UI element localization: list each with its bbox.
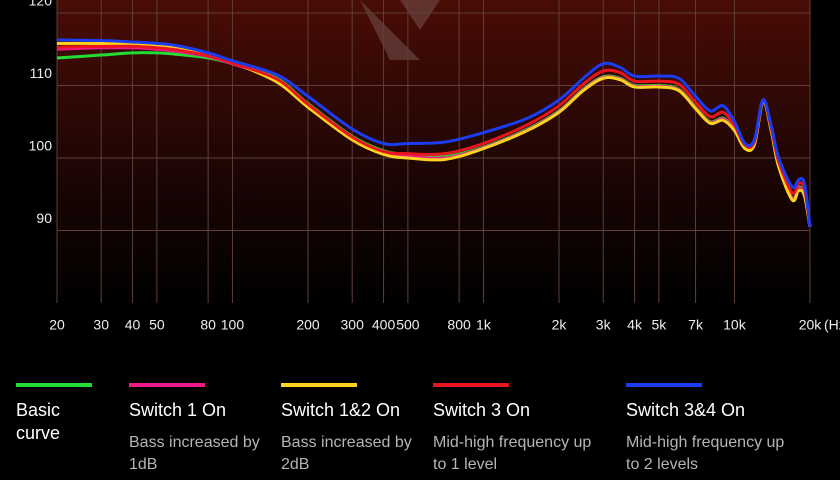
legend-label: Switch 1&2 On: [281, 400, 401, 420]
x-tick-label: 500: [396, 317, 420, 333]
legend-item: Switch 1 On Bass increased by 1dB: [129, 383, 269, 476]
chart: 90 100 110 120 20 30 40 50 80 100 200 300 400 500 800 1…: [29, 0, 840, 333]
legend-swatch: [281, 383, 357, 387]
legend-label: Switch 1 On: [129, 400, 227, 420]
logo-watermark: [360, 0, 440, 60]
x-tick-label: 30: [93, 317, 109, 333]
x-tick-label: 50: [149, 317, 165, 333]
x-tick-label: 20k: [799, 317, 823, 333]
legend-note: Mid-high frequency up to 1 level: [433, 434, 592, 473]
legend-item: Switch 3 On Mid-high frequency up to 1 le…: [433, 383, 608, 476]
legend-label: Basic curve: [16, 400, 61, 443]
x-tick-label: 200: [296, 317, 320, 333]
legend-item: Basic curve: [16, 383, 106, 445]
legend-note: Bass increased by 2dB: [281, 434, 412, 473]
legend-label: Switch 3 On: [433, 400, 531, 420]
x-axis-label: (Hz): [824, 317, 840, 333]
y-tick-label: 100: [29, 138, 53, 154]
x-tick-label: 400: [372, 317, 396, 333]
y-tick-label: 90: [36, 210, 52, 226]
response-curve: [56, 38, 812, 228]
x-tick-label: 2k: [552, 317, 568, 333]
y-tick-label: 110: [30, 65, 53, 81]
y-tick-label: 120: [29, 0, 53, 9]
x-tick-label: 40: [125, 317, 141, 333]
x-tick-label: 5k: [651, 317, 667, 333]
legend-item: Switch 3&4 On Mid-high frequency up to 2 …: [626, 383, 801, 476]
legend-note: Mid-high frequency up to 2 levels: [626, 434, 785, 473]
x-tick-label: 7k: [688, 317, 704, 333]
x-tick-label: 800: [447, 317, 471, 333]
x-tick-label: 4k: [627, 317, 643, 333]
legend-swatch: [16, 383, 92, 387]
x-tick-label: 3k: [596, 317, 612, 333]
x-tick-label: 100: [221, 317, 245, 333]
legend-swatch: [626, 383, 702, 387]
legend-label: Switch 3&4 On: [626, 400, 746, 420]
x-tick-label: 1k: [476, 317, 492, 333]
x-tick-label: 20: [49, 317, 65, 333]
x-tick-label: 80: [200, 317, 216, 333]
legend-swatch: [433, 383, 509, 387]
legend-swatch: [129, 383, 205, 387]
legend-note: Bass increased by 1dB: [129, 434, 260, 473]
x-tick-label: 300: [341, 317, 365, 333]
legend-item: Switch 1&2 On Bass increased by 2dB: [281, 383, 421, 476]
x-tick-label: 10k: [723, 317, 747, 333]
